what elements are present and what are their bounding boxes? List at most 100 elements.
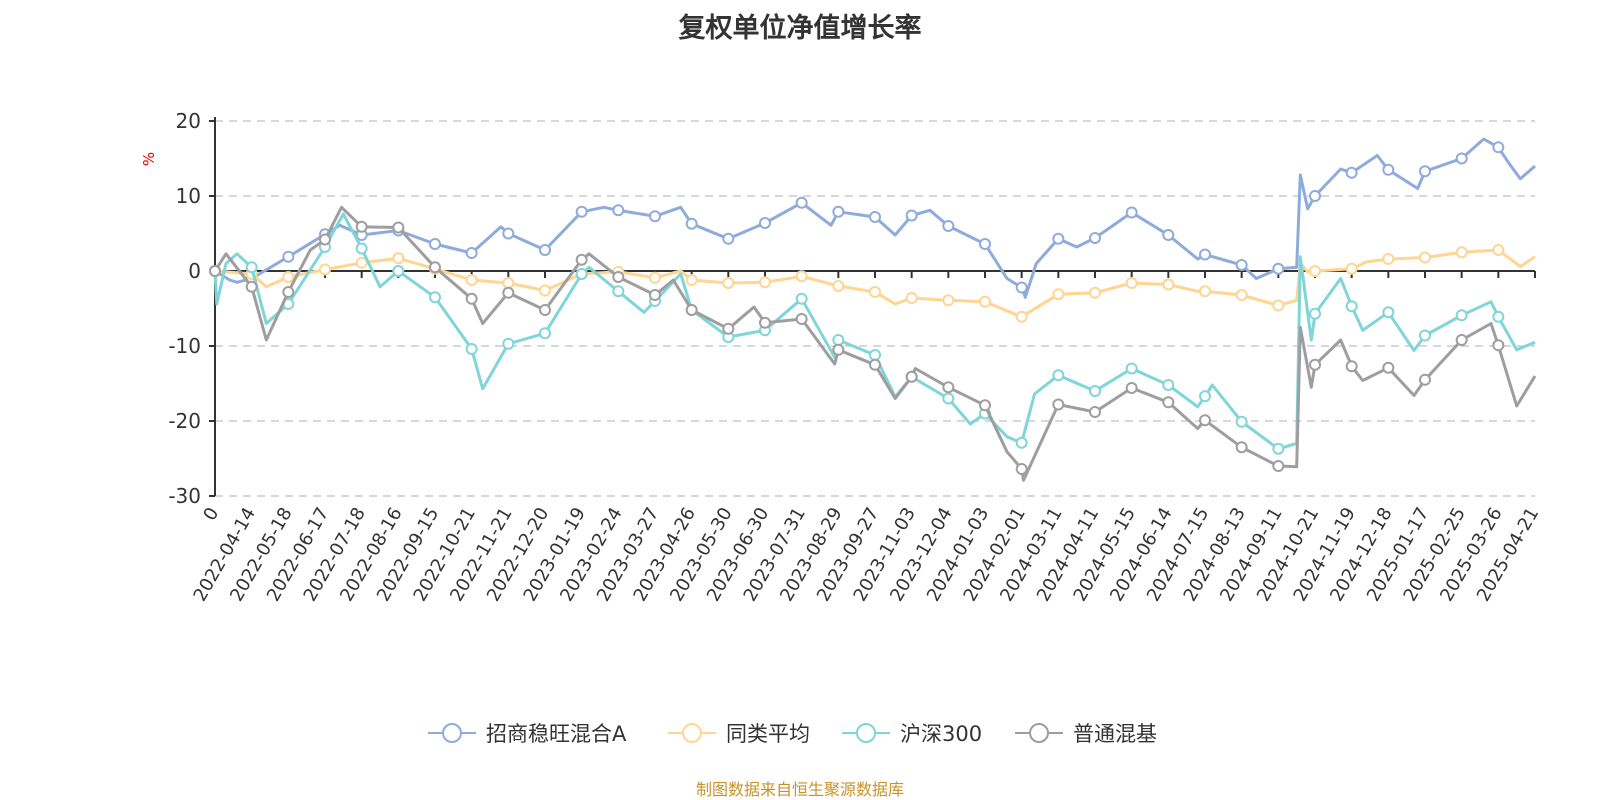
data-point (1455, 334, 1468, 346)
data-point (722, 322, 735, 335)
data-point (1455, 246, 1468, 259)
legend-item-csi300[interactable]: 沪深300 (842, 718, 982, 748)
data-point (759, 276, 771, 289)
y-tick-label: 0 (188, 259, 201, 283)
data-point (1235, 415, 1248, 428)
y-tick-label: -30 (168, 484, 201, 508)
data-point (685, 217, 698, 230)
legend: 招商稳旺混合A 同类平均 沪深300 普通混基 (0, 718, 1600, 754)
data-point (1419, 373, 1431, 386)
legend-item-fund[interactable]: 招商稳旺混合A (428, 718, 626, 748)
data-point (539, 304, 551, 316)
data-point (1235, 259, 1248, 271)
data-point (795, 313, 808, 325)
data-point (1162, 278, 1175, 291)
data-point (942, 294, 955, 307)
data-point (905, 292, 918, 304)
data-point (795, 270, 808, 283)
legend-marker-icon (668, 723, 716, 743)
data-point (502, 277, 515, 289)
data-point (429, 291, 441, 304)
legend-label: 普通混基 (1073, 722, 1157, 746)
data-point (355, 220, 368, 233)
data-point (1089, 406, 1101, 418)
data-point (1419, 165, 1431, 178)
data-point (1089, 232, 1101, 244)
data-point (539, 284, 551, 297)
data-point (465, 247, 478, 259)
data-point (1199, 285, 1211, 298)
data-point (575, 205, 588, 218)
y-tick-label: 20 (176, 109, 201, 133)
data-point (575, 268, 588, 280)
data-point (869, 286, 881, 298)
data-point (1162, 396, 1175, 409)
data-point (245, 261, 258, 274)
series-2 (209, 212, 1536, 455)
data-point (649, 210, 661, 223)
data-point (282, 271, 295, 283)
legend-marker-icon (1015, 723, 1063, 743)
data-point (502, 227, 515, 240)
data-point (832, 205, 845, 218)
data-point (1382, 163, 1395, 176)
data-point (1015, 281, 1028, 294)
data-point (869, 358, 881, 371)
data-point (465, 292, 478, 305)
data-point (979, 399, 991, 412)
data-point (795, 196, 808, 209)
series-line (213, 205, 1537, 482)
data-point (905, 370, 918, 383)
data-point (1052, 398, 1065, 411)
y-tick-label: -20 (168, 409, 201, 433)
data-point (1492, 310, 1505, 323)
data-point (612, 285, 625, 298)
data-point (1235, 289, 1248, 301)
data-point (539, 244, 551, 256)
series-3 (209, 205, 1537, 482)
y-tick-label: -10 (168, 334, 201, 358)
legend-marker-icon (842, 723, 890, 743)
legend-label: 同类平均 (726, 722, 810, 746)
y-tick-label: 10 (176, 184, 201, 208)
data-point (392, 265, 405, 277)
data-point (1089, 286, 1101, 299)
data-point (1419, 329, 1431, 342)
data-point (355, 242, 368, 255)
series-0 (209, 137, 1536, 299)
data-point (429, 238, 441, 250)
data-point (1235, 441, 1248, 454)
data-point (1125, 206, 1138, 219)
data-point (392, 221, 405, 234)
data-point (502, 286, 515, 299)
data-point (392, 252, 405, 265)
data-point (832, 343, 845, 356)
data-point (979, 238, 991, 250)
data-point (1125, 362, 1138, 375)
data-point (1382, 306, 1395, 319)
series-line (214, 248, 1536, 319)
data-point (1052, 232, 1065, 245)
data-point (942, 381, 955, 394)
data-point (1382, 253, 1395, 265)
data-point (1345, 262, 1358, 275)
data-point (722, 277, 735, 289)
data-point (942, 220, 955, 232)
data-point (1199, 390, 1211, 403)
legend-label: 招商稳旺混合A (486, 722, 627, 746)
data-point (1492, 339, 1505, 352)
data-point (612, 204, 625, 217)
legend-item-hybrid-funds[interactable]: 普通混基 (1015, 718, 1157, 748)
data-point (1455, 152, 1468, 165)
data-point (319, 233, 331, 246)
data-point (685, 274, 698, 286)
data-point (1272, 262, 1285, 275)
data-point (1309, 307, 1321, 320)
legend-item-peer-average[interactable]: 同类平均 (668, 718, 810, 748)
data-point (575, 253, 588, 266)
data-point (1272, 442, 1285, 455)
data-point (245, 280, 258, 293)
data-point (1125, 277, 1138, 289)
data-point (1199, 248, 1211, 261)
data-point (685, 304, 698, 316)
